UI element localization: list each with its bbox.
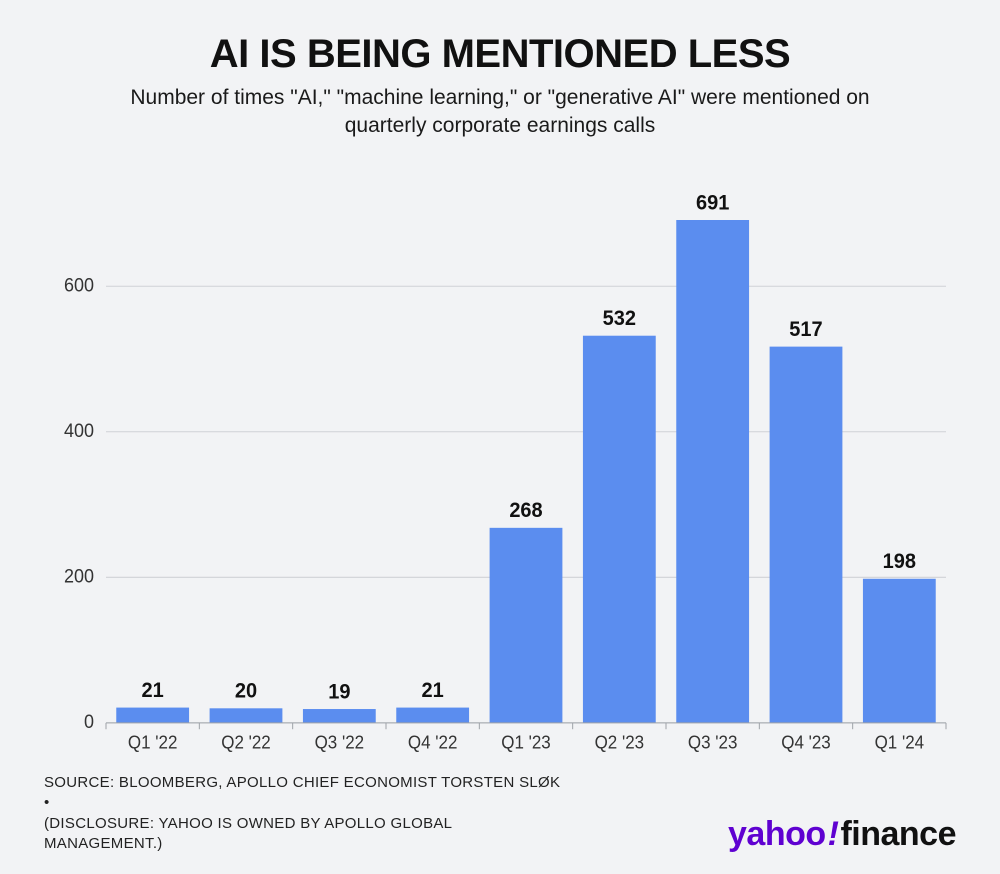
logo-brand: yahoo [728,815,826,854]
source-block: SOURCE: BLOOMBERG, APOLLO CHIEF ECONOMIS… [44,773,564,854]
bar-value-label: 21 [142,678,164,702]
logo-section: finance [840,815,956,854]
x-axis-tick-label: Q3 '23 [688,732,738,753]
bar-value-label: 19 [328,680,350,704]
y-axis-tick-label: 0 [84,710,94,732]
bar-value-label: 517 [789,317,822,341]
chart-container: AI IS BEING MENTIONED LESS Number of tim… [0,0,1000,874]
bar [770,346,843,722]
x-axis-tick-label: Q3 '22 [315,732,365,753]
y-axis-tick-label: 600 [64,273,94,295]
bar-value-label: 532 [603,306,636,330]
bar [210,708,283,723]
chart-footer: SOURCE: BLOOMBERG, APOLLO CHIEF ECONOMIS… [44,773,956,854]
bar-chart-svg: 0 200 400 600 21 20 19 21 268 532 691 517 198 Q1 '22 Q… [44,171,956,765]
bar [396,707,469,722]
bar [676,220,749,723]
x-axis-tick-label: Q2 '23 [595,732,645,753]
bar-value-label: 268 [509,498,542,522]
bar-value-label: 691 [696,191,729,215]
source-line: SOURCE: BLOOMBERG, APOLLO CHIEF ECONOMIS… [44,773,564,814]
y-axis-tick-label: 200 [64,565,94,587]
x-axis-tick-label: Q1 '23 [501,732,551,753]
x-axis-tick-label: Q1 '22 [128,732,178,753]
bar-value-label: 198 [883,549,916,573]
bar [116,707,189,722]
bar [583,335,656,722]
bar [303,709,376,723]
x-axis-tick-label: Q2 '22 [221,732,271,753]
bar-value-label: 20 [235,679,257,703]
chart-title: AI IS BEING MENTIONED LESS [44,32,956,76]
chart-subtitle: Number of times "AI," "machine learning,… [100,84,900,141]
x-axis-tick-label: Q4 '22 [408,732,458,753]
disclosure-line: (DISCLOSURE: YAHOO IS OWNED BY APOLLO GL… [44,814,564,855]
x-axis-tick-label: Q1 '24 [875,732,925,753]
x-axis-tick-label: Q4 '23 [781,732,831,753]
chart-plot-area: 0 200 400 600 21 20 19 21 268 532 691 517 198 Q1 '22 Q… [44,171,956,765]
y-axis-tick-label: 400 [64,419,94,441]
yahoo-finance-logo: yahoo!finance [728,815,956,854]
logo-bang-icon: ! [826,815,841,854]
bar [490,528,563,723]
bar-value-label: 21 [422,678,444,702]
bar [863,578,936,722]
